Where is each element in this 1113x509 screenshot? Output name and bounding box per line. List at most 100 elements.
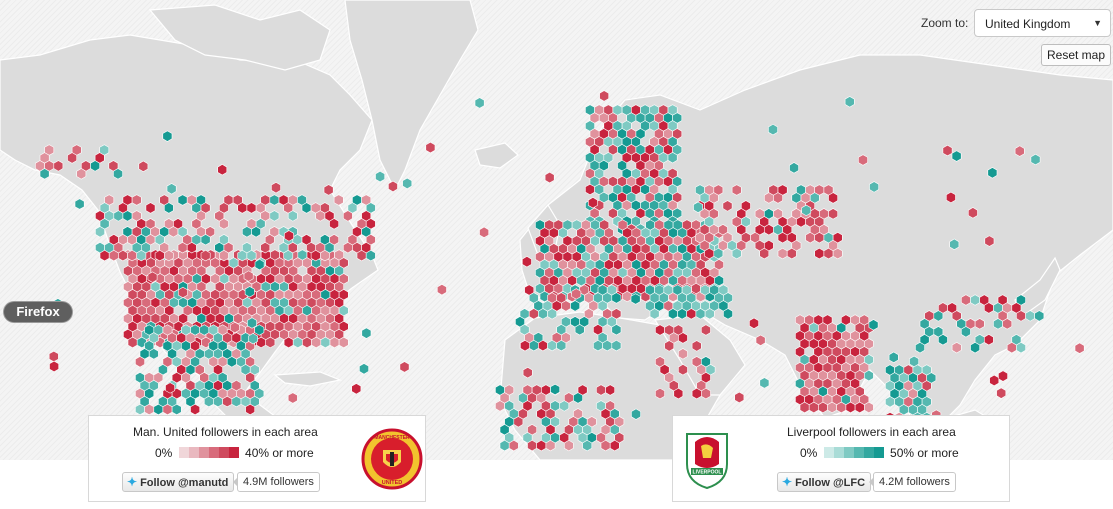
liverpool-hex	[135, 403, 145, 416]
liverpool-hex	[213, 395, 223, 408]
liverpool-hex	[375, 170, 385, 183]
manutd-hex	[283, 336, 294, 349]
reset-map-button[interactable]: Reset map	[1041, 44, 1111, 66]
liverpool-hex	[301, 202, 312, 214]
zoom-select[interactable]: United Kingdom ▼	[974, 9, 1111, 37]
liverpool-hex	[254, 258, 265, 271]
manutd-hex	[425, 141, 436, 154]
manutd-legend-title: Man. United followers in each area	[133, 425, 318, 439]
manutd-hex	[749, 317, 759, 329]
manutd-hex	[678, 364, 688, 376]
liverpool-hex	[113, 168, 123, 180]
manutd-hex	[678, 348, 688, 360]
liverpool-hex	[39, 168, 50, 180]
manutd-hex	[230, 321, 240, 334]
manutd-hex	[168, 226, 179, 238]
liverpool-scale: 0% 50% or more	[800, 445, 959, 460]
liverpool-hex	[869, 181, 879, 193]
liverpool-hex	[768, 123, 778, 136]
manutd-hex	[147, 271, 158, 283]
manutd-hex	[974, 318, 985, 330]
manutd-hex	[759, 247, 770, 260]
liverpool-hex	[759, 377, 770, 389]
manutd-hex	[164, 249, 174, 262]
follow-manutd-button[interactable]: ✦ Follow @manutd	[122, 472, 235, 492]
manutd-hex	[588, 197, 598, 209]
manutd-hex	[951, 342, 962, 354]
liverpool-hex	[864, 369, 874, 382]
liverpool-ramp-swatch	[873, 447, 884, 459]
liverpool-hex	[888, 351, 899, 363]
liverpool-hex	[402, 177, 413, 190]
manutd-hex	[528, 308, 539, 320]
manutd-hex	[805, 232, 815, 244]
manutd-hex	[399, 361, 410, 373]
liverpool-hex	[677, 308, 687, 320]
manutd-color-ramp	[178, 447, 239, 459]
manutd-hex	[823, 247, 834, 260]
liverpool-ramp-swatch	[853, 447, 864, 459]
manutd-hex	[828, 192, 838, 204]
manutd-hex	[338, 336, 349, 349]
liverpool-hex	[200, 234, 211, 246]
liverpool-hex	[723, 308, 733, 320]
manutd-hex	[53, 160, 64, 172]
manutd-hex	[520, 340, 530, 352]
liverpool-hex	[166, 183, 177, 195]
liverpool-hex	[1034, 310, 1045, 322]
liverpool-hex	[993, 318, 1003, 330]
manutd-hex	[222, 395, 233, 408]
manutd-hex	[1002, 318, 1013, 330]
follow-lfc-button[interactable]: ✦ Follow @LFC	[777, 472, 872, 492]
liverpool-hex	[731, 247, 742, 260]
liverpool-hex	[574, 324, 585, 336]
caribbean-land	[273, 371, 343, 387]
liverpool-crest-icon: LIVERPOOL	[686, 433, 728, 490]
liverpool-hex	[283, 249, 294, 262]
manutd-hex	[351, 383, 362, 395]
liverpool-hex	[593, 339, 603, 352]
manutd-hex	[1074, 342, 1085, 354]
manutd-ramp-swatch	[208, 447, 219, 459]
manutd-hex	[118, 249, 128, 262]
liverpool-hex	[631, 408, 641, 420]
manutd-hex	[722, 200, 733, 212]
manutd-hex	[585, 183, 595, 196]
manutd-hex	[333, 194, 344, 206]
manutd-hex	[48, 350, 59, 363]
liverpool-hex	[244, 286, 255, 298]
manutd-hex	[237, 202, 248, 214]
manutd-hex	[265, 336, 276, 349]
liverpool-hex	[528, 339, 539, 352]
liverpool-hex	[649, 308, 660, 320]
manutd-hex	[704, 247, 715, 260]
liverpool-hex	[320, 336, 331, 349]
world-map[interactable]: Zoom to: United Kingdom ▼ Reset map Fire…	[0, 0, 1113, 460]
manutd-hex	[99, 249, 110, 262]
liverpool-follower-count: 4.2M followers	[869, 472, 956, 492]
manutd-ramp-swatch	[218, 447, 229, 459]
manutd-hex	[343, 210, 353, 222]
liverpool-hex	[713, 247, 724, 260]
liverpool-hex	[556, 339, 567, 352]
liverpool-hex	[801, 204, 812, 217]
manutd-hex	[731, 184, 742, 196]
liverpool-hex	[1030, 153, 1041, 166]
liverpool-hex	[961, 326, 971, 338]
manutd-hex	[734, 391, 745, 404]
manutd-hex	[545, 439, 556, 452]
firefox-tag: Firefox	[4, 302, 72, 322]
iceland-land	[474, 142, 519, 169]
liverpool-hex	[246, 249, 257, 262]
liverpool-hex	[136, 249, 147, 262]
manutd-hex	[946, 191, 956, 204]
manutd-hex	[538, 339, 548, 352]
liverpool-hex	[177, 194, 188, 206]
manutd-hex	[596, 384, 606, 396]
manutd-hex	[701, 387, 711, 400]
manutd-hex	[323, 184, 334, 196]
manutd-hex	[773, 192, 783, 204]
manutd-hex	[131, 194, 142, 206]
manutd-ramp-swatch	[178, 447, 189, 459]
manutd-hex	[271, 182, 281, 194]
